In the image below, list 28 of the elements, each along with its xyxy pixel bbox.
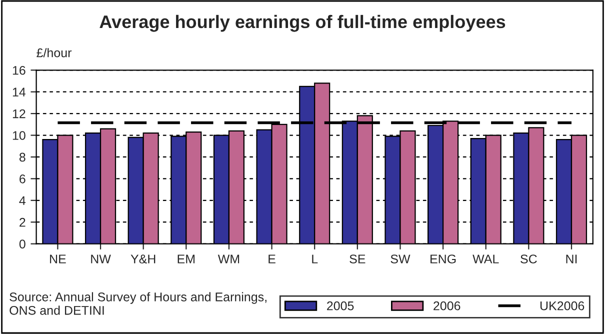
x-tick-label: SW — [390, 254, 410, 264]
y-tick-label: 12 — [12, 109, 26, 118]
x-tick-label: SC — [520, 254, 537, 264]
x-tick-label: SE — [350, 254, 366, 264]
y-axis-title: £/hour — [36, 48, 72, 58]
y-tick-label: 0 — [19, 240, 26, 248]
x-tick-label: E — [268, 254, 276, 264]
y-tick-label: 6 — [20, 174, 26, 184]
y-tick-label: 14 — [12, 88, 26, 96]
x-tick-label: NW — [91, 254, 111, 264]
x-tick-label: EM — [178, 254, 195, 264]
y-tick-label: 16 — [12, 66, 26, 75]
y-tick-label: 8 — [19, 152, 26, 162]
x-tick-label: Y&H — [130, 254, 156, 264]
x-tick-label: NI — [566, 254, 577, 264]
x-tick-label: WM — [218, 254, 240, 264]
source-note: Source: Annual Survey of Hours and Earnings, ONS and DETINI — [10, 292, 266, 315]
x-tick-label: L — [312, 254, 318, 264]
x-tick-label: NE — [50, 254, 66, 264]
x-tick-label: ENG — [430, 254, 456, 264]
x-tick-label: WAL — [472, 254, 499, 264]
legend-label: 2006 — [434, 301, 460, 310]
y-tick-label: 2 — [20, 218, 26, 227]
y-tick-label: 4 — [19, 196, 26, 205]
legend-label: UK2006 — [540, 301, 584, 310]
chart-title: Average hourly earnings of full-time employees — [100, 14, 506, 32]
y-tick-label: 10 — [12, 131, 26, 140]
legend-label: 2005 — [327, 301, 354, 310]
